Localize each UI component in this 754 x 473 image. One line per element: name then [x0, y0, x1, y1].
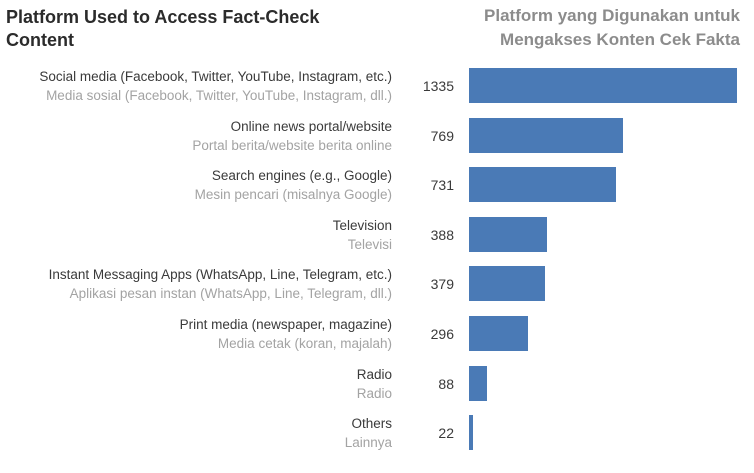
bar: [469, 415, 474, 451]
category-label-translation: Aplikasi pesan instan (WhatsApp, Line, T…: [69, 286, 392, 302]
bar-row: Others Lainnya 22: [0, 415, 754, 465]
data-label: 379: [430, 276, 454, 293]
bar: [469, 117, 624, 153]
data-label: 388: [430, 226, 454, 243]
category-label: Social media (Facebook, Twitter, YouTube…: [39, 69, 392, 84]
bar-row: Social media (Facebook, Twitter, YouTube…: [0, 68, 754, 118]
category-label-translation: Mesin pencari (misalnya Google): [194, 187, 392, 203]
bar: [469, 68, 737, 103]
category-label: Search engines (e.g., Google): [211, 168, 392, 184]
data-label: 88: [438, 375, 454, 392]
chart-title-indonesian: Platform yang Digunakan untuk Mengakses …: [484, 6, 740, 49]
bar: [469, 365, 487, 401]
category-label-translation: Media cetak (koran, majalah): [217, 336, 392, 351]
category-label: Others: [351, 416, 392, 432]
category-label: Radio: [356, 366, 392, 382]
bar-row: Instant Messaging Apps (WhatsApp, Line, …: [0, 266, 754, 316]
bar-row: Print media (newspaper, magazine) Media c…: [0, 316, 754, 366]
category-label-translation: Televisi: [347, 236, 392, 252]
bar: [469, 266, 546, 302]
bar: [469, 167, 616, 203]
data-label: 296: [430, 326, 454, 342]
data-label: 22: [438, 425, 454, 442]
bar-row: Online news portal/website Portal berita/…: [0, 117, 754, 168]
data-label: 1335: [422, 78, 454, 94]
bar-row: Television Televisi 388: [0, 216, 754, 267]
category-label: Online news portal/website: [230, 118, 392, 134]
bar-row: Search engines (e.g., Google) Mesin penca…: [0, 167, 754, 217]
bar: [469, 316, 529, 351]
data-label: 731: [430, 177, 454, 194]
bar-row: Radio Radio 88: [0, 365, 754, 416]
category-label: Instant Messaging Apps (WhatsApp, Line, …: [48, 267, 392, 283]
category-label-translation: Lainnya: [344, 435, 392, 451]
category-label: Print media (newspaper, magazine): [179, 317, 392, 332]
chart-title-english: Platform Used to Access Fact-Check Conte…: [6, 7, 320, 50]
bar: [469, 216, 547, 252]
category-label-translation: Portal berita/website berita online: [192, 137, 392, 153]
category-label-translation: Media sosial (Facebook, Twitter, YouTube…: [46, 88, 392, 103]
data-label: 769: [430, 127, 454, 144]
category-label: Television: [332, 217, 392, 233]
category-label-translation: Radio: [356, 385, 392, 401]
